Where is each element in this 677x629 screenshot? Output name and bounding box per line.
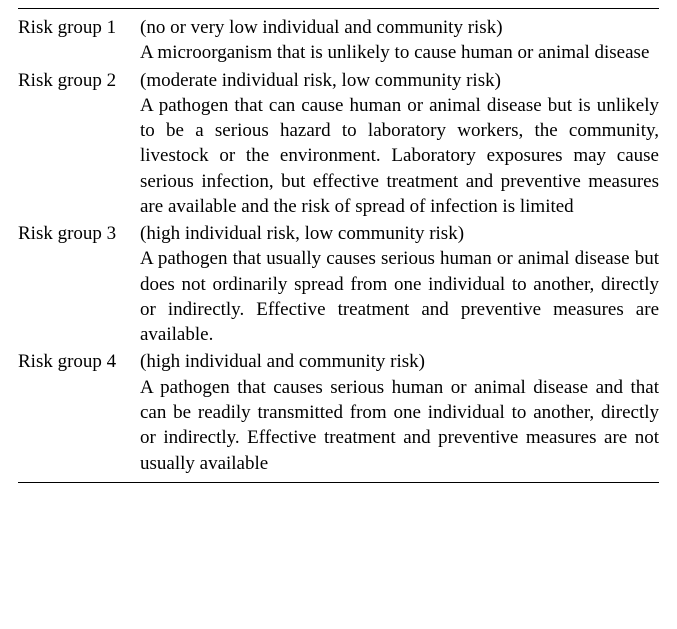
group-body: (high individual risk, low community ris… <box>140 221 659 347</box>
group-body: (no or very low individual and community… <box>140 15 659 66</box>
risk-group-table: Risk group 1 (no or very low individual … <box>0 0 677 497</box>
table-row: Risk group 2 (moderate individual risk, … <box>18 68 659 220</box>
group-summary: (no or very low individual and community… <box>140 17 503 38</box>
bottom-rule <box>18 482 659 483</box>
group-summary: (moderate individual risk, low community… <box>140 70 501 91</box>
group-label: Risk group 2 <box>18 68 140 93</box>
group-summary: (high individual risk, low community ris… <box>140 223 464 244</box>
group-desc: A microorganism that is unlikely to caus… <box>140 42 649 63</box>
table-row: Risk group 1 (no or very low individual … <box>18 15 659 66</box>
table-row: Risk group 4 (high individual and commun… <box>18 349 659 475</box>
top-rule <box>18 8 659 9</box>
group-label: Risk group 3 <box>18 221 140 246</box>
group-desc: A pathogen that can cause human or anima… <box>140 95 659 217</box>
group-summary: (high individual and community risk) <box>140 351 425 372</box>
group-label: Risk group 1 <box>18 15 140 40</box>
group-desc: A pathogen that usually causes serious h… <box>140 248 659 345</box>
group-desc: A pathogen that causes serious human or … <box>140 377 659 474</box>
table-row: Risk group 3 (high individual risk, low … <box>18 221 659 347</box>
group-body: (high individual and community risk) A p… <box>140 349 659 475</box>
group-body: (moderate individual risk, low community… <box>140 68 659 220</box>
group-label: Risk group 4 <box>18 349 140 374</box>
